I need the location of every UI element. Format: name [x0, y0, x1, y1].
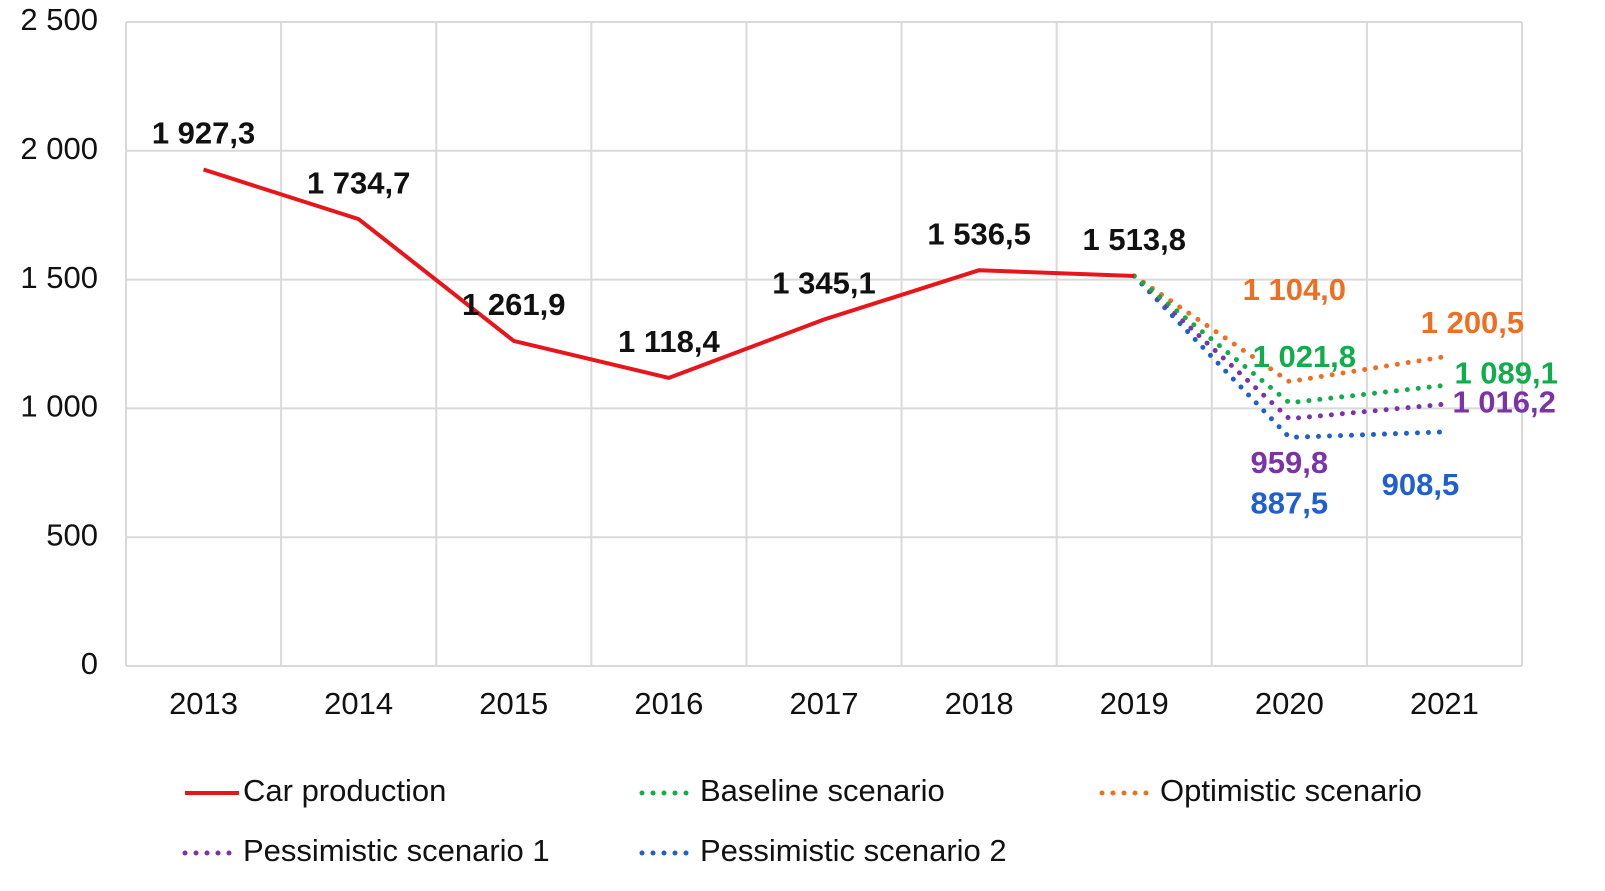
y-tick-label: 0: [81, 646, 98, 681]
data-label: 1 345,1: [772, 266, 875, 301]
data-label: 1 118,4: [618, 324, 720, 359]
legend-label: Car production: [243, 773, 446, 808]
data-label: 1 016,2: [1452, 384, 1555, 419]
data-label: 1 513,8: [1083, 222, 1186, 257]
y-tick-label: 500: [46, 517, 98, 552]
data-label: 1 200,5: [1421, 305, 1524, 340]
x-tick-label: 2016: [634, 686, 703, 721]
x-tick-label: 2021: [1410, 686, 1479, 721]
x-tick-label: 2015: [479, 686, 548, 721]
y-tick-label: 2 500: [20, 2, 98, 37]
x-tick-label: 2018: [945, 686, 1014, 721]
data-label: 908,5: [1382, 467, 1460, 502]
y-tick-label: 1 500: [20, 260, 98, 295]
chart: 0 500 1 000 1 500 2 000 2 500 2013 2014 2015 2016…: [0, 0, 1605, 891]
legend-label: Baseline scenario: [700, 773, 945, 808]
data-label: 1 927,3: [152, 116, 255, 151]
data-label: 1 261,9: [462, 287, 565, 322]
y-tick-label: 1 000: [20, 389, 98, 424]
data-label: 1 021,8: [1253, 339, 1356, 374]
x-tick-label: 2019: [1100, 686, 1169, 721]
x-tick-label: 2014: [324, 686, 393, 721]
data-label: 959,8: [1251, 445, 1329, 480]
x-tick-label: 2013: [169, 686, 238, 721]
data-label: 1 104,0: [1243, 272, 1346, 307]
legend-label: Optimistic scenario: [1160, 773, 1422, 808]
y-tick-label: 2 000: [20, 131, 98, 166]
legend-label: Pessimistic scenario 2: [700, 833, 1007, 868]
data-label: 1 734,7: [307, 165, 410, 200]
legend-label: Pessimistic scenario 1: [243, 833, 550, 868]
x-tick-label: 2017: [790, 686, 859, 721]
data-label: 887,5: [1251, 486, 1329, 521]
x-tick-label: 2020: [1255, 686, 1324, 721]
data-label: 1 536,5: [927, 216, 1030, 251]
